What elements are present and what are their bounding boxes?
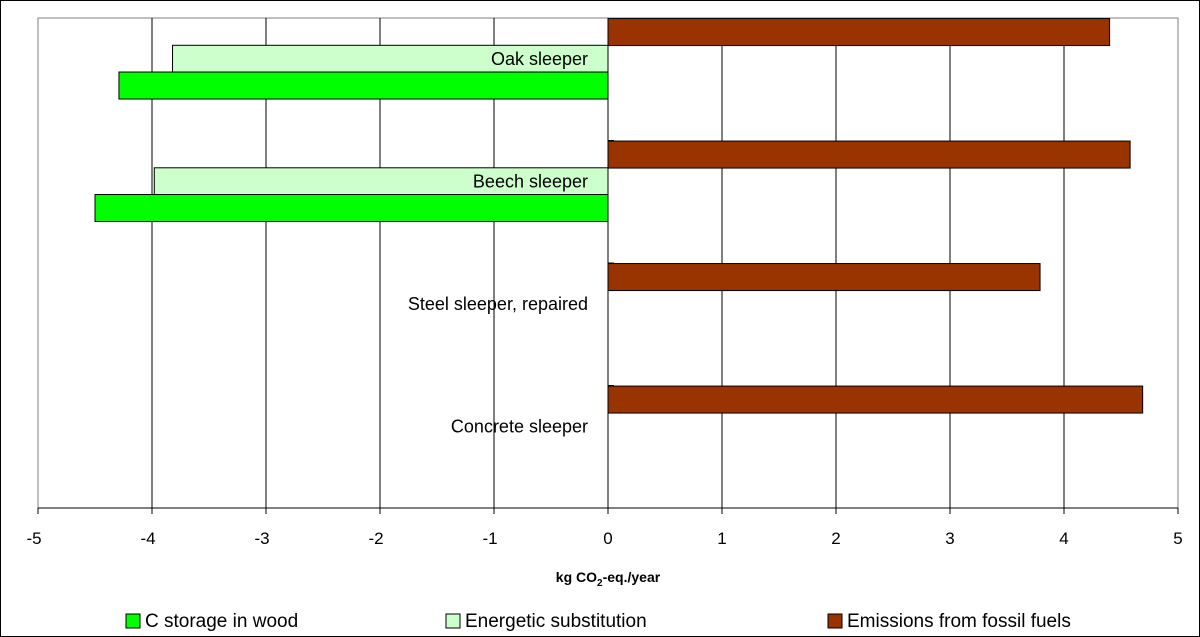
x-tick-label: 5	[1173, 529, 1182, 548]
legend-swatch	[445, 613, 461, 629]
legend-item-emissions-from-fossil-fuels: Emissions from fossil fuels	[827, 611, 1071, 632]
legend-item-energetic-substitution: Energetic substitution	[445, 611, 647, 632]
category-label: Oak sleeper	[491, 49, 588, 69]
legend: C storage in wood Energetic substitution E…	[125, 611, 1071, 632]
x-tick-label: -1	[482, 529, 497, 548]
bar-energetic-substitution	[153, 167, 609, 196]
legend-swatch	[827, 613, 843, 629]
x-axis-label: kg CO2-eq./year	[556, 569, 661, 589]
category-label: Steel sleeper, repaired	[408, 294, 588, 314]
legend-label: Emissions from fossil fuels	[847, 611, 1071, 632]
legend-label: Energetic substitution	[465, 611, 647, 632]
bar-c-storage-in-wood	[118, 71, 609, 100]
x-tick-label: 4	[1059, 529, 1068, 548]
legend-swatch	[125, 613, 141, 629]
x-tick-label: -5	[26, 529, 41, 548]
x-tick-label: 1	[717, 529, 726, 548]
x-tick-label: -3	[254, 529, 269, 548]
gridlines	[151, 18, 1065, 508]
x-tick-label: 2	[831, 529, 840, 548]
x-axis: -5 -4 -3 -2 -1 0 1 2 3 4 5	[26, 507, 1183, 548]
bar-emissions-from-fossil-fuels	[607, 140, 1131, 169]
bar-emissions-from-fossil-fuels	[607, 385, 1144, 414]
bar-emissions-from-fossil-fuels	[607, 263, 1041, 292]
bar-c-storage-in-wood	[94, 194, 609, 223]
legend-item-c-storage-in-wood: C storage in wood	[125, 611, 298, 632]
bars	[94, 18, 1144, 414]
x-tick-label: 3	[945, 529, 954, 548]
x-tick-label: -2	[368, 529, 383, 548]
category-ticks	[607, 18, 614, 508]
category-label: Concrete sleeper	[451, 416, 588, 436]
category-label: Beech sleeper	[473, 171, 588, 191]
x-tick-label: 0	[603, 529, 612, 548]
x-tick-label: -4	[140, 529, 155, 548]
legend-label: C storage in wood	[145, 611, 298, 632]
bar-emissions-from-fossil-fuels	[607, 18, 1111, 47]
category-labels: Oak sleeper Beech sleeper Steel sleeper, r…	[408, 49, 588, 437]
